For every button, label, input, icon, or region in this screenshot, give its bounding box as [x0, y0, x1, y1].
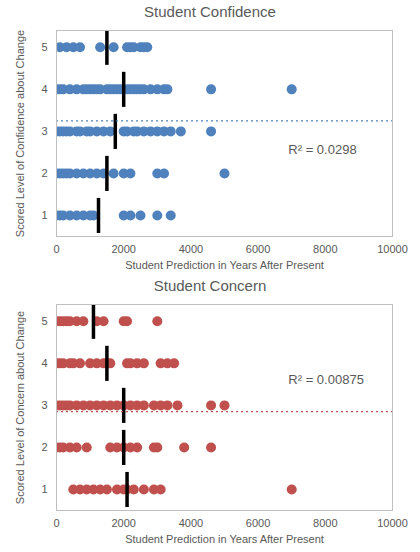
svg-text:5: 5	[41, 41, 47, 53]
svg-text:4000: 4000	[179, 517, 203, 529]
svg-text:2: 2	[41, 167, 47, 179]
svg-text:8000: 8000	[313, 517, 337, 529]
svg-text:1: 1	[41, 483, 47, 495]
svg-text:Scored Level of Confidence abo: Scored Level of Confidence about Change	[14, 30, 26, 237]
svg-text:R² = 0.0298: R² = 0.0298	[288, 142, 356, 157]
html-text:Student Confidence: Student Confidence	[144, 3, 276, 20]
svg-text:10000: 10000	[377, 517, 408, 529]
svg-text:2000: 2000	[111, 517, 135, 529]
svg-text:4: 4	[41, 357, 47, 369]
svg-text:R² = 0.00875: R² = 0.00875	[288, 372, 364, 387]
svg-text:5: 5	[41, 315, 47, 327]
html-text:Student Concern: Student Concern	[153, 277, 267, 294]
svg-text:10000: 10000	[377, 243, 408, 255]
svg-text:4000: 4000	[179, 243, 203, 255]
svg-text:2000: 2000	[111, 243, 135, 255]
svg-text:8000: 8000	[313, 243, 337, 255]
svg-text:Student Prediction in Years Af: Student Prediction in Years After Presen…	[125, 259, 324, 271]
svg-text:1: 1	[41, 209, 47, 221]
svg-text:0: 0	[53, 517, 59, 529]
svg-text:Scored Level of Concern about: Scored Level of Concern about Change	[14, 311, 26, 504]
svg-text:2: 2	[41, 441, 47, 453]
svg-text:4: 4	[41, 83, 47, 95]
svg-text:0: 0	[53, 243, 59, 255]
svg-text:3: 3	[41, 399, 47, 411]
svg-text:6000: 6000	[246, 517, 270, 529]
svg-text:3: 3	[41, 125, 47, 137]
svg-text:6000: 6000	[246, 243, 270, 255]
svg-text:Student Prediction in Years Af: Student Prediction in Years After Presen…	[125, 533, 324, 545]
